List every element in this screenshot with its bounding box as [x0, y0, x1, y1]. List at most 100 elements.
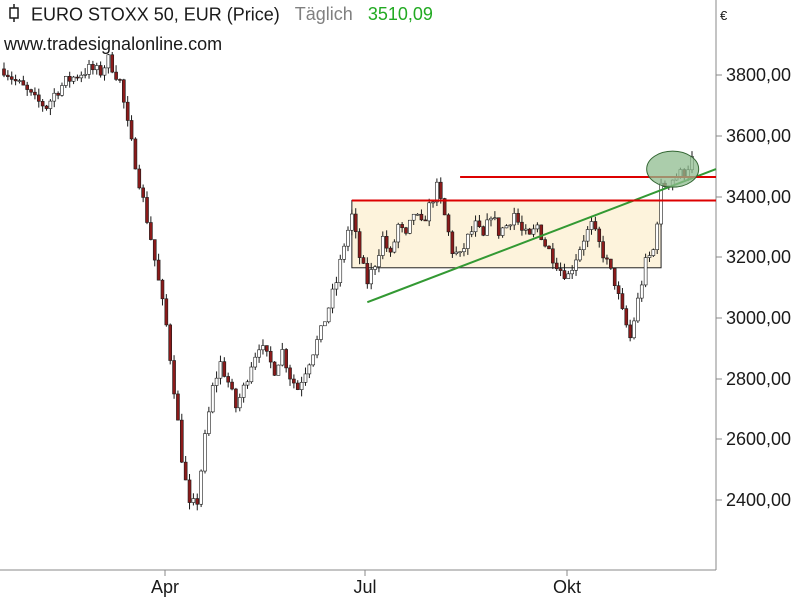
- candle-body: [628, 324, 632, 339]
- candle: [570, 265, 574, 280]
- candle-body: [543, 239, 547, 247]
- candle: [326, 307, 331, 324]
- candle: [75, 74, 80, 81]
- candle: [508, 224, 513, 231]
- candle-body: [133, 138, 138, 170]
- candle-body: [396, 224, 401, 243]
- candle-body: [481, 226, 486, 236]
- candle: [191, 493, 196, 506]
- candle: [647, 251, 652, 262]
- candle: [535, 222, 540, 233]
- candle-body: [462, 248, 466, 253]
- candle: [303, 367, 308, 386]
- candle: [551, 243, 555, 270]
- candle: [237, 393, 242, 412]
- candle: [9, 71, 14, 85]
- candle: [342, 243, 346, 263]
- candle: [323, 321, 327, 327]
- candle-body: [411, 213, 416, 221]
- candle: [574, 254, 578, 276]
- candle-body: [249, 366, 254, 383]
- candle: [25, 81, 29, 96]
- candle: [48, 99, 53, 116]
- candle-body: [94, 65, 99, 71]
- candle: [547, 245, 551, 250]
- candle: [473, 215, 478, 237]
- candle-body: [226, 376, 230, 383]
- candle-body: [392, 241, 397, 253]
- candle-body: [400, 224, 404, 229]
- candle-body: [551, 248, 555, 264]
- candle-body: [458, 251, 462, 254]
- candle: [249, 362, 254, 384]
- candle-body: [485, 219, 489, 236]
- candle-body: [473, 220, 478, 233]
- candle-body: [504, 225, 509, 229]
- candle-body: [578, 249, 582, 261]
- source-url: www.tradesignalonline.com: [4, 34, 223, 54]
- candle: [288, 364, 292, 386]
- candle-body: [535, 224, 540, 230]
- candle-body: [265, 345, 269, 352]
- candle: [311, 354, 316, 367]
- candle-body: [605, 257, 609, 260]
- candle-body: [423, 219, 428, 222]
- candle-body: [75, 76, 80, 79]
- y-tick-2600: 2600,00: [716, 429, 791, 449]
- candlestick-series: [2, 51, 694, 511]
- candle: [168, 323, 173, 365]
- candle: [350, 209, 354, 236]
- candle: [137, 164, 142, 190]
- candle-body: [570, 270, 574, 275]
- candle: [106, 54, 111, 74]
- candle-body: [558, 268, 563, 271]
- x-tick-okt: Okt: [553, 570, 581, 597]
- candle-body: [601, 241, 605, 259]
- candle: [377, 249, 381, 273]
- candle: [164, 294, 169, 327]
- candle-body: [295, 382, 300, 390]
- candle-body: [56, 92, 60, 96]
- candle: [419, 209, 424, 222]
- candle: [276, 364, 281, 376]
- candle-body: [292, 378, 296, 384]
- candle-body: [346, 229, 350, 247]
- candle: [516, 208, 520, 225]
- candle: [357, 228, 362, 265]
- candle-body: [33, 91, 37, 96]
- candle: [149, 216, 153, 241]
- candle-body: [176, 393, 180, 421]
- trend-line: [366, 168, 717, 304]
- support-range-box: [351, 199, 662, 269]
- candle: [272, 361, 277, 376]
- candle: [64, 75, 68, 89]
- candle: [234, 387, 238, 413]
- candle-body: [145, 197, 149, 223]
- y-tick-3400: 3400,00: [716, 187, 791, 207]
- candle: [2, 62, 6, 78]
- candle-body: [257, 349, 261, 358]
- candle-body: [323, 321, 327, 327]
- candle: [245, 379, 250, 389]
- y-tick-3800: 3800,00: [716, 65, 791, 85]
- candle-body: [207, 411, 211, 434]
- candle: [454, 246, 459, 256]
- candle: [114, 65, 118, 81]
- candle: [466, 233, 470, 255]
- candle-body: [17, 80, 22, 82]
- candle: [29, 88, 33, 96]
- candle-body: [307, 364, 312, 375]
- candle: [13, 74, 18, 86]
- candle: [597, 226, 602, 248]
- candle: [152, 239, 157, 267]
- candle-body: [427, 202, 431, 222]
- candle-body: [288, 367, 292, 380]
- candle-body: [326, 307, 331, 323]
- candle: [411, 213, 416, 225]
- candle: [265, 345, 269, 357]
- candle: [616, 281, 621, 300]
- candle: [334, 276, 339, 296]
- candle-body: [218, 361, 223, 379]
- candle: [620, 288, 625, 311]
